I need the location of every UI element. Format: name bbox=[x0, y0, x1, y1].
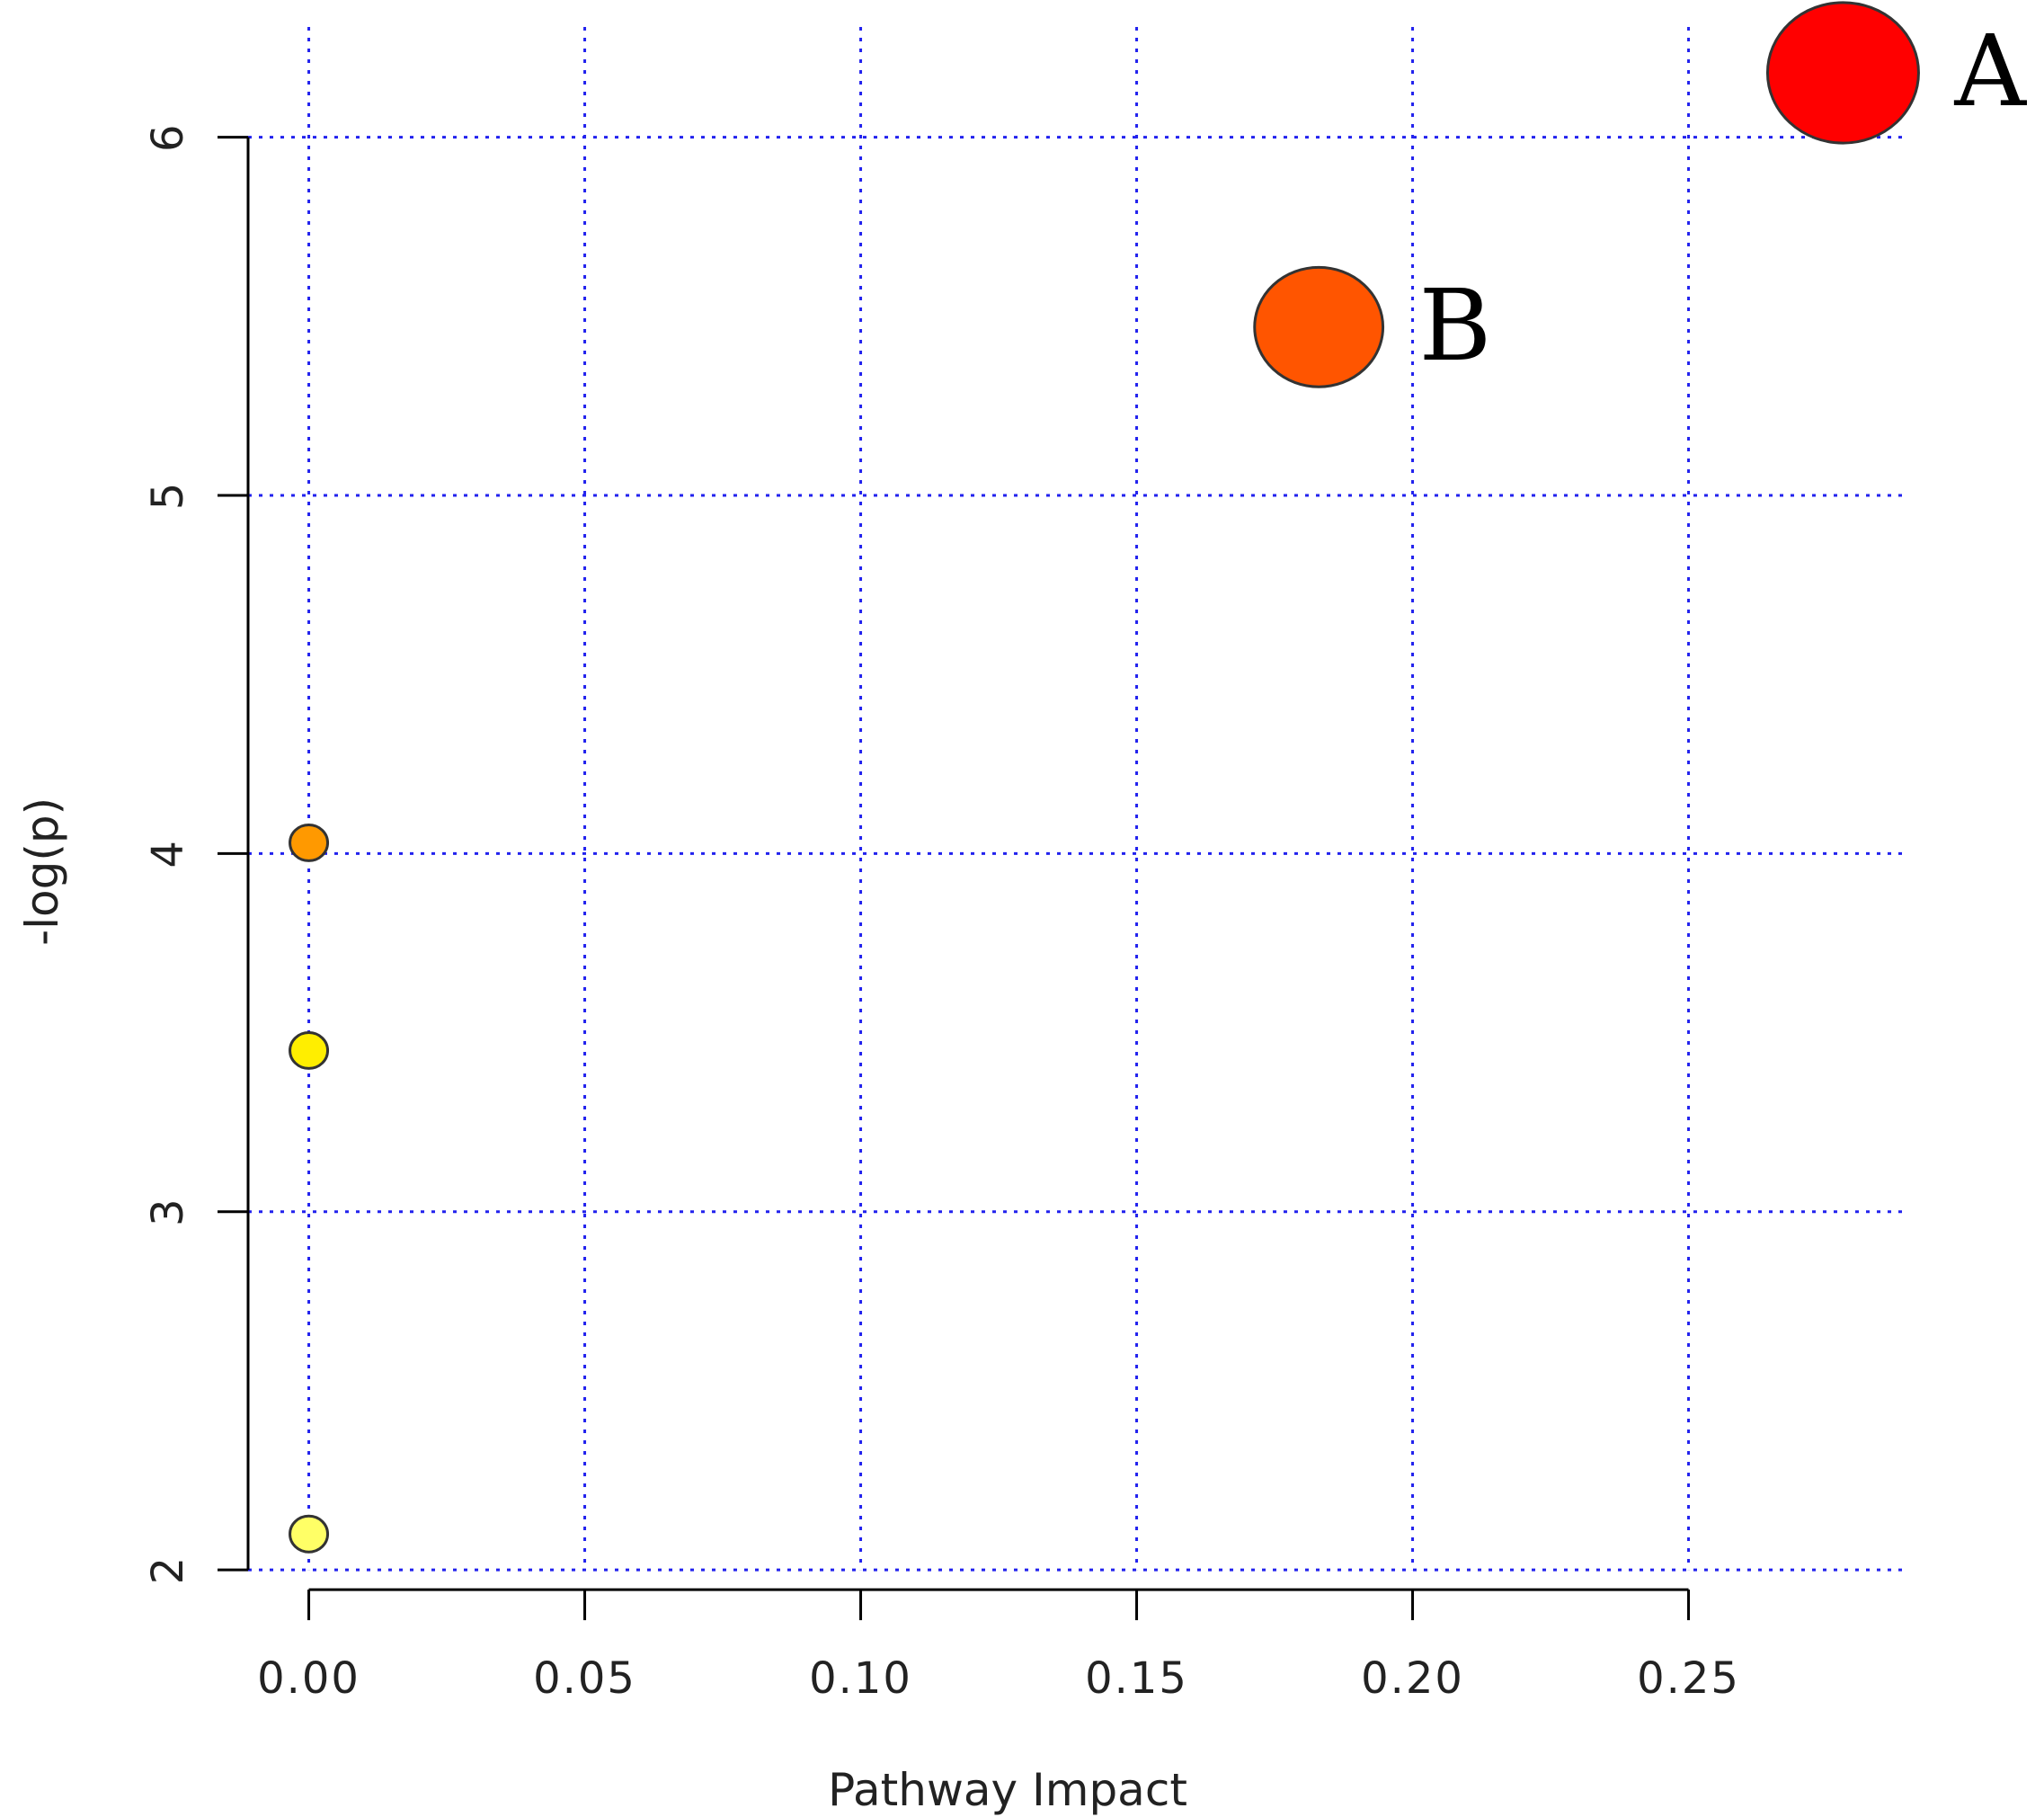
x-tick-label: 0.20 bbox=[1361, 1653, 1464, 1704]
point-label-b: B bbox=[1419, 268, 1492, 383]
data-point-3 bbox=[289, 1031, 330, 1070]
y-tick-label: 4 bbox=[143, 839, 193, 868]
y-axis-title: -log(p) bbox=[16, 797, 68, 946]
x-axis-ticks: 0.00 0.05 0.10 0.15 0.20 0.25 bbox=[257, 1590, 1740, 1704]
x-tick-label: 0.15 bbox=[1085, 1653, 1188, 1704]
y-tick-label: 3 bbox=[143, 1197, 193, 1226]
data-point-b bbox=[1253, 265, 1385, 388]
data-point-a bbox=[1765, 1, 1920, 145]
point-label-a: A bbox=[1953, 13, 2027, 129]
y-tick-label: 2 bbox=[143, 1555, 193, 1585]
x-tick-label: 0.00 bbox=[257, 1653, 360, 1704]
x-tick-label: 0.10 bbox=[809, 1653, 912, 1704]
x-tick-label: 0.05 bbox=[533, 1653, 636, 1704]
data-point-2 bbox=[289, 823, 330, 862]
x-tick-label: 0.25 bbox=[1637, 1653, 1740, 1704]
y-tick-label: 5 bbox=[143, 481, 193, 511]
data-point-4 bbox=[289, 1514, 330, 1554]
grid-lines bbox=[248, 27, 1904, 1572]
data-points: AB bbox=[289, 1, 2027, 1554]
y-tick-label: 6 bbox=[143, 122, 193, 152]
x-axis-title: Pathway Impact bbox=[828, 1764, 1187, 1816]
y-axis-ticks: 2 3 4 5 6 bbox=[143, 122, 248, 1584]
